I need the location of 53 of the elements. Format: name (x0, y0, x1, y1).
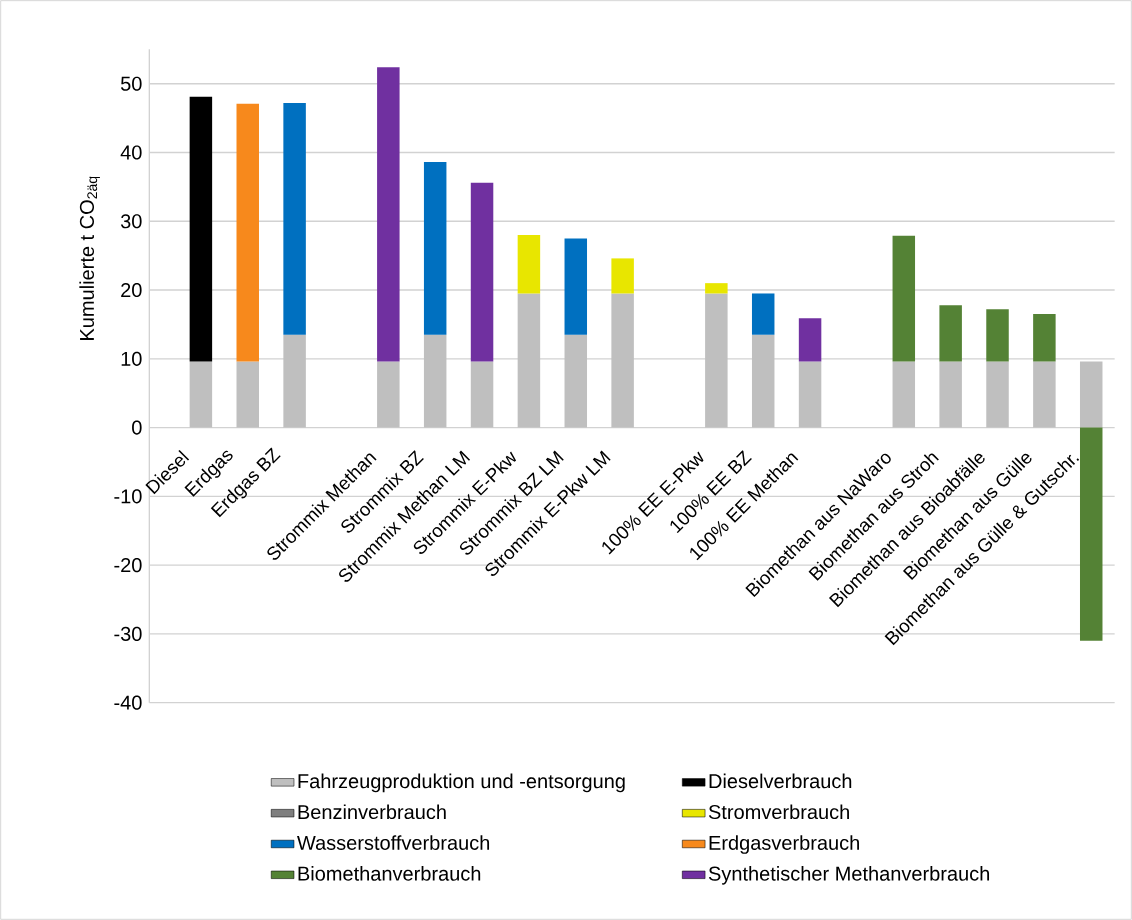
bar (798, 318, 822, 362)
bar (751, 334, 775, 428)
bar (705, 293, 728, 428)
y-tick-label: 10 (121, 351, 142, 366)
bar (236, 103, 259, 362)
bar (377, 67, 400, 362)
legend-label: Wasserstoffverbrauch (297, 835, 490, 850)
bar (470, 361, 494, 428)
bar (1079, 361, 1103, 428)
bar (798, 361, 822, 428)
bar (892, 361, 916, 428)
bar (283, 334, 306, 428)
bar (377, 361, 400, 428)
legend-label: Synthetischer Methanverbrauch (708, 866, 990, 885)
y-axis-title: Kumulierte t CO$_{2äq}$ (79, 176, 100, 340)
bar (705, 283, 728, 294)
y-tick-label: 20 (121, 282, 142, 298)
y-tick-label: -30 (114, 626, 142, 641)
legend-label: Biomethanverbrauch (298, 866, 481, 881)
bar (283, 102, 306, 335)
y-tick-label: 0 (132, 420, 142, 435)
bar (564, 238, 588, 335)
y-tick-label: 30 (120, 214, 142, 229)
bar (564, 334, 588, 428)
bar (423, 334, 447, 428)
bar (1079, 427, 1103, 641)
y-tick-label: -20 (114, 558, 142, 573)
bar (611, 258, 634, 294)
y-tick-label: -10 (114, 489, 142, 504)
legend-label: Erdgasverbrauch (709, 835, 859, 854)
bar (986, 309, 1009, 362)
bar (189, 361, 213, 428)
y-tick-label: 50 (120, 76, 142, 91)
legend-label: Fahrzeugproduktion und -entsorgung (298, 773, 625, 793)
bar (517, 293, 541, 428)
bar (517, 235, 541, 294)
bar (1033, 314, 1056, 362)
bar (236, 361, 259, 428)
bar (611, 293, 634, 428)
bar (470, 182, 494, 362)
y-tick-label: -40 (114, 695, 142, 710)
legend-label: Dieselverbrauch (709, 773, 852, 789)
y-tick-label: 40 (120, 145, 142, 160)
legend-label: Benzinverbrauch (298, 804, 446, 820)
bar (189, 96, 213, 362)
bar (751, 293, 775, 335)
bar (892, 235, 916, 362)
bar (939, 305, 962, 362)
bar (986, 361, 1009, 428)
bar (423, 162, 447, 335)
bar (939, 361, 962, 428)
bar (1033, 361, 1056, 428)
legend-label: Stromverbrauch (708, 804, 849, 820)
